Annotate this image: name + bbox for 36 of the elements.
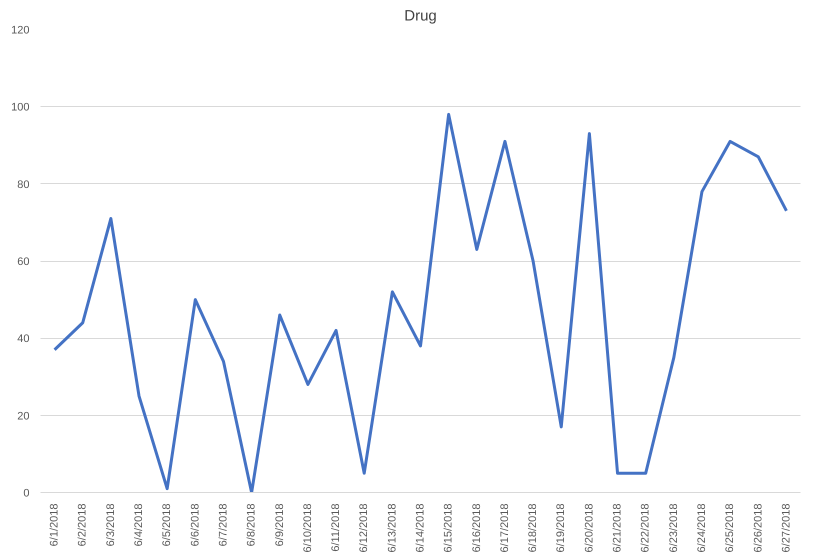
x-tick-label: 6/9/2018 [274, 503, 286, 546]
x-tick-label: 6/3/2018 [104, 503, 117, 546]
y-tick-label: 60 [17, 256, 30, 268]
chart-title: Drug [404, 8, 437, 24]
y-tick-label: 20 [17, 410, 30, 422]
x-tick-label: 6/8/2018 [246, 503, 258, 546]
x-tick-label: 6/25/2018 [724, 504, 736, 552]
y-tick-label: 80 [17, 178, 30, 191]
x-tick-label: 6/12/2018 [358, 504, 370, 552]
y-tick-label: 0 [23, 488, 30, 500]
line-series [53, 112, 788, 492]
x-tick-label: 6/20/2018 [583, 504, 596, 552]
x-tick-label: 6/11/2018 [330, 503, 342, 552]
x-tick-label: 6/7/2018 [217, 503, 230, 546]
x-tick-label: 6/2/2018 [76, 503, 89, 546]
x-tick-label: 6/14/2018 [414, 504, 426, 552]
x-tick-label: 6/27/2018 [780, 504, 792, 552]
x-tick-label: 6/18/2018 [527, 504, 540, 552]
x-tick-label: 6/19/2018 [555, 504, 568, 552]
x-tick-label: 6/26/2018 [752, 504, 764, 552]
x-tick-label: 6/1/2018 [48, 503, 61, 546]
x-tick-label: 6/5/2018 [161, 503, 174, 546]
y-tick-label: 40 [17, 333, 30, 346]
x-tick-label: 6/17/2018 [498, 504, 511, 552]
x-tick-label: 6/24/2018 [696, 504, 708, 552]
x-tick-label: 6/21/2018 [612, 504, 624, 552]
x-tick-label: 6/15/2018 [442, 504, 455, 552]
x-tick-label: 6/6/2018 [189, 503, 202, 546]
x-tick-label: 6/23/2018 [668, 504, 680, 552]
x-tick-label: 6/13/2018 [386, 504, 398, 552]
x-tick-label: 6/22/2018 [640, 504, 652, 552]
x-tick-label: 6/10/2018 [302, 504, 314, 552]
y-tick-label: 100 [11, 102, 30, 114]
x-tick-label: 6/4/2018 [133, 503, 146, 546]
x-tick-label: 6/16/2018 [470, 504, 483, 552]
y-tick-label: 120 [11, 24, 30, 36]
